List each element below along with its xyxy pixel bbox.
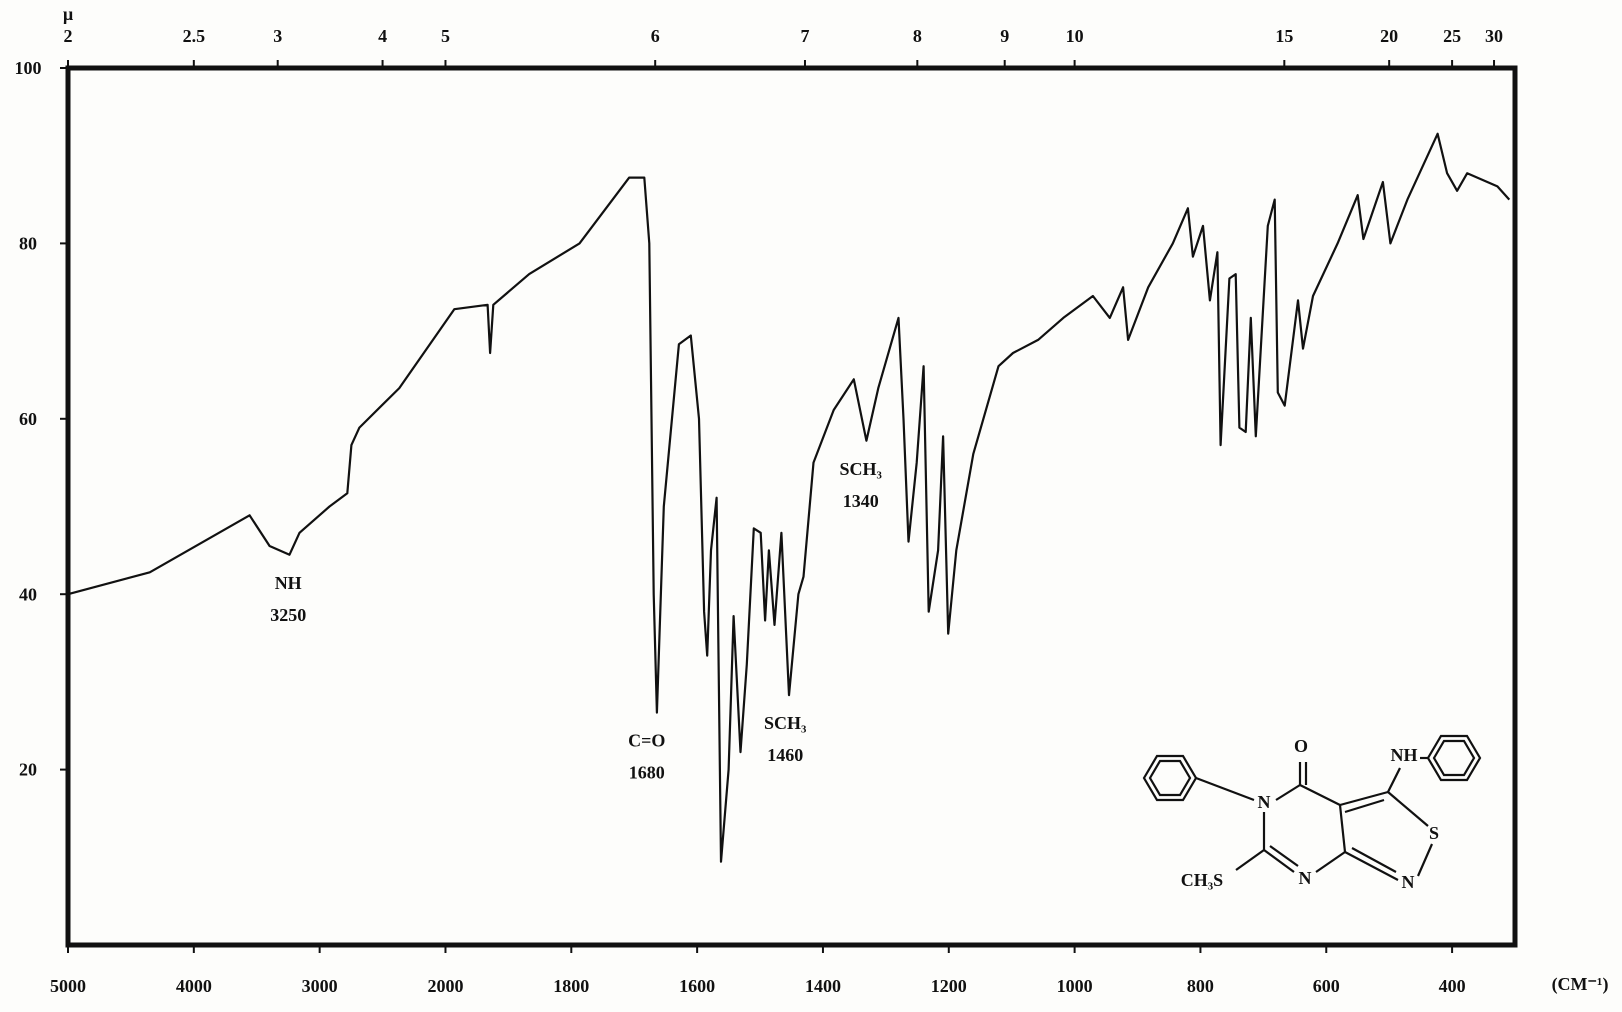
bond — [1275, 784, 1301, 801]
x-tick-label: 1000 — [1057, 976, 1093, 996]
x2-tick-label: 9 — [1000, 26, 1009, 46]
x2-tick-label: 7 — [800, 26, 809, 46]
plot-frame — [65, 65, 1518, 948]
atom-label: O — [1294, 736, 1308, 756]
annotation-value: 1460 — [767, 745, 803, 765]
bond — [1315, 851, 1346, 873]
x2-tick-label: 6 — [651, 26, 660, 46]
x2-tick-label: 15 — [1275, 26, 1293, 46]
bond — [1195, 776, 1255, 802]
x2-tick-label: 2 — [64, 26, 73, 46]
x-tick-label: 400 — [1439, 976, 1466, 996]
x2-tick-label: 10 — [1066, 26, 1084, 46]
bond — [1416, 843, 1434, 877]
bond — [1344, 798, 1385, 814]
x-tick-label: 2000 — [427, 976, 463, 996]
x2-tick-label: 8 — [913, 26, 922, 46]
y-tick-label: 100 — [15, 58, 42, 78]
phenyl-ring — [1148, 759, 1192, 797]
annotation-value: 1340 — [843, 491, 879, 511]
x-tick-label: 4000 — [176, 976, 212, 996]
x-tick-label: 1600 — [679, 976, 715, 996]
x-tick-label: 1400 — [805, 976, 841, 996]
x-tick-label: 600 — [1313, 976, 1340, 996]
y-tick-label: 80 — [19, 234, 37, 254]
annotation-value: 1680 — [629, 763, 665, 783]
x2-axis-label: µ — [63, 4, 74, 24]
bond — [1338, 804, 1347, 853]
annotation-label: SCH₃ — [764, 713, 807, 733]
bond — [1339, 790, 1389, 807]
x-tick-label: 1800 — [553, 976, 589, 996]
bond — [1351, 847, 1397, 873]
bond — [1269, 845, 1299, 867]
bond — [1387, 767, 1401, 793]
x2-tick-label: 30 — [1485, 26, 1503, 46]
bond — [1263, 849, 1295, 873]
annotation-label: C=O — [628, 731, 665, 751]
y-tick-label: 20 — [19, 760, 37, 780]
atom-label: N — [1258, 792, 1271, 812]
x2-tick-label: 4 — [378, 26, 387, 46]
annotation-label: NH — [275, 573, 302, 593]
x-tick-label: 3000 — [302, 976, 338, 996]
phenyl-ring — [1432, 739, 1476, 777]
x-axis-label: (CM⁻¹) — [1552, 974, 1609, 995]
phenyl-ring — [1426, 734, 1482, 782]
x-tick-label: 1200 — [931, 976, 967, 996]
bond — [1235, 849, 1265, 871]
atom-label: NH — [1391, 745, 1418, 765]
atom-label: S — [1429, 823, 1439, 843]
bond — [1387, 791, 1429, 827]
spectrum-line — [67, 132, 1511, 863]
annotation-value: 3250 — [270, 605, 306, 625]
x2-tick-label: 3 — [273, 26, 282, 46]
x2-tick-label: 25 — [1443, 26, 1461, 46]
x2-tick-label: 2.5 — [183, 26, 206, 46]
atom-label: N — [1299, 868, 1312, 888]
annotation-label: SCH₃ — [839, 459, 882, 479]
atom-label: N — [1402, 872, 1415, 892]
phenyl-ring — [1142, 754, 1198, 802]
x-tick-label: 5000 — [50, 976, 86, 996]
x-tick-label: 800 — [1187, 976, 1214, 996]
bond — [1344, 851, 1399, 881]
x2-tick-label: 5 — [441, 26, 450, 46]
y-tick-label: 40 — [19, 584, 37, 604]
y-tick-label: 60 — [19, 409, 37, 429]
bond — [1299, 784, 1341, 806]
atom-label: CH₃S — [1181, 870, 1223, 890]
x2-tick-label: 20 — [1380, 26, 1398, 46]
chemical-structure: O NH N S N N CH₃S — [1142, 734, 1482, 892]
